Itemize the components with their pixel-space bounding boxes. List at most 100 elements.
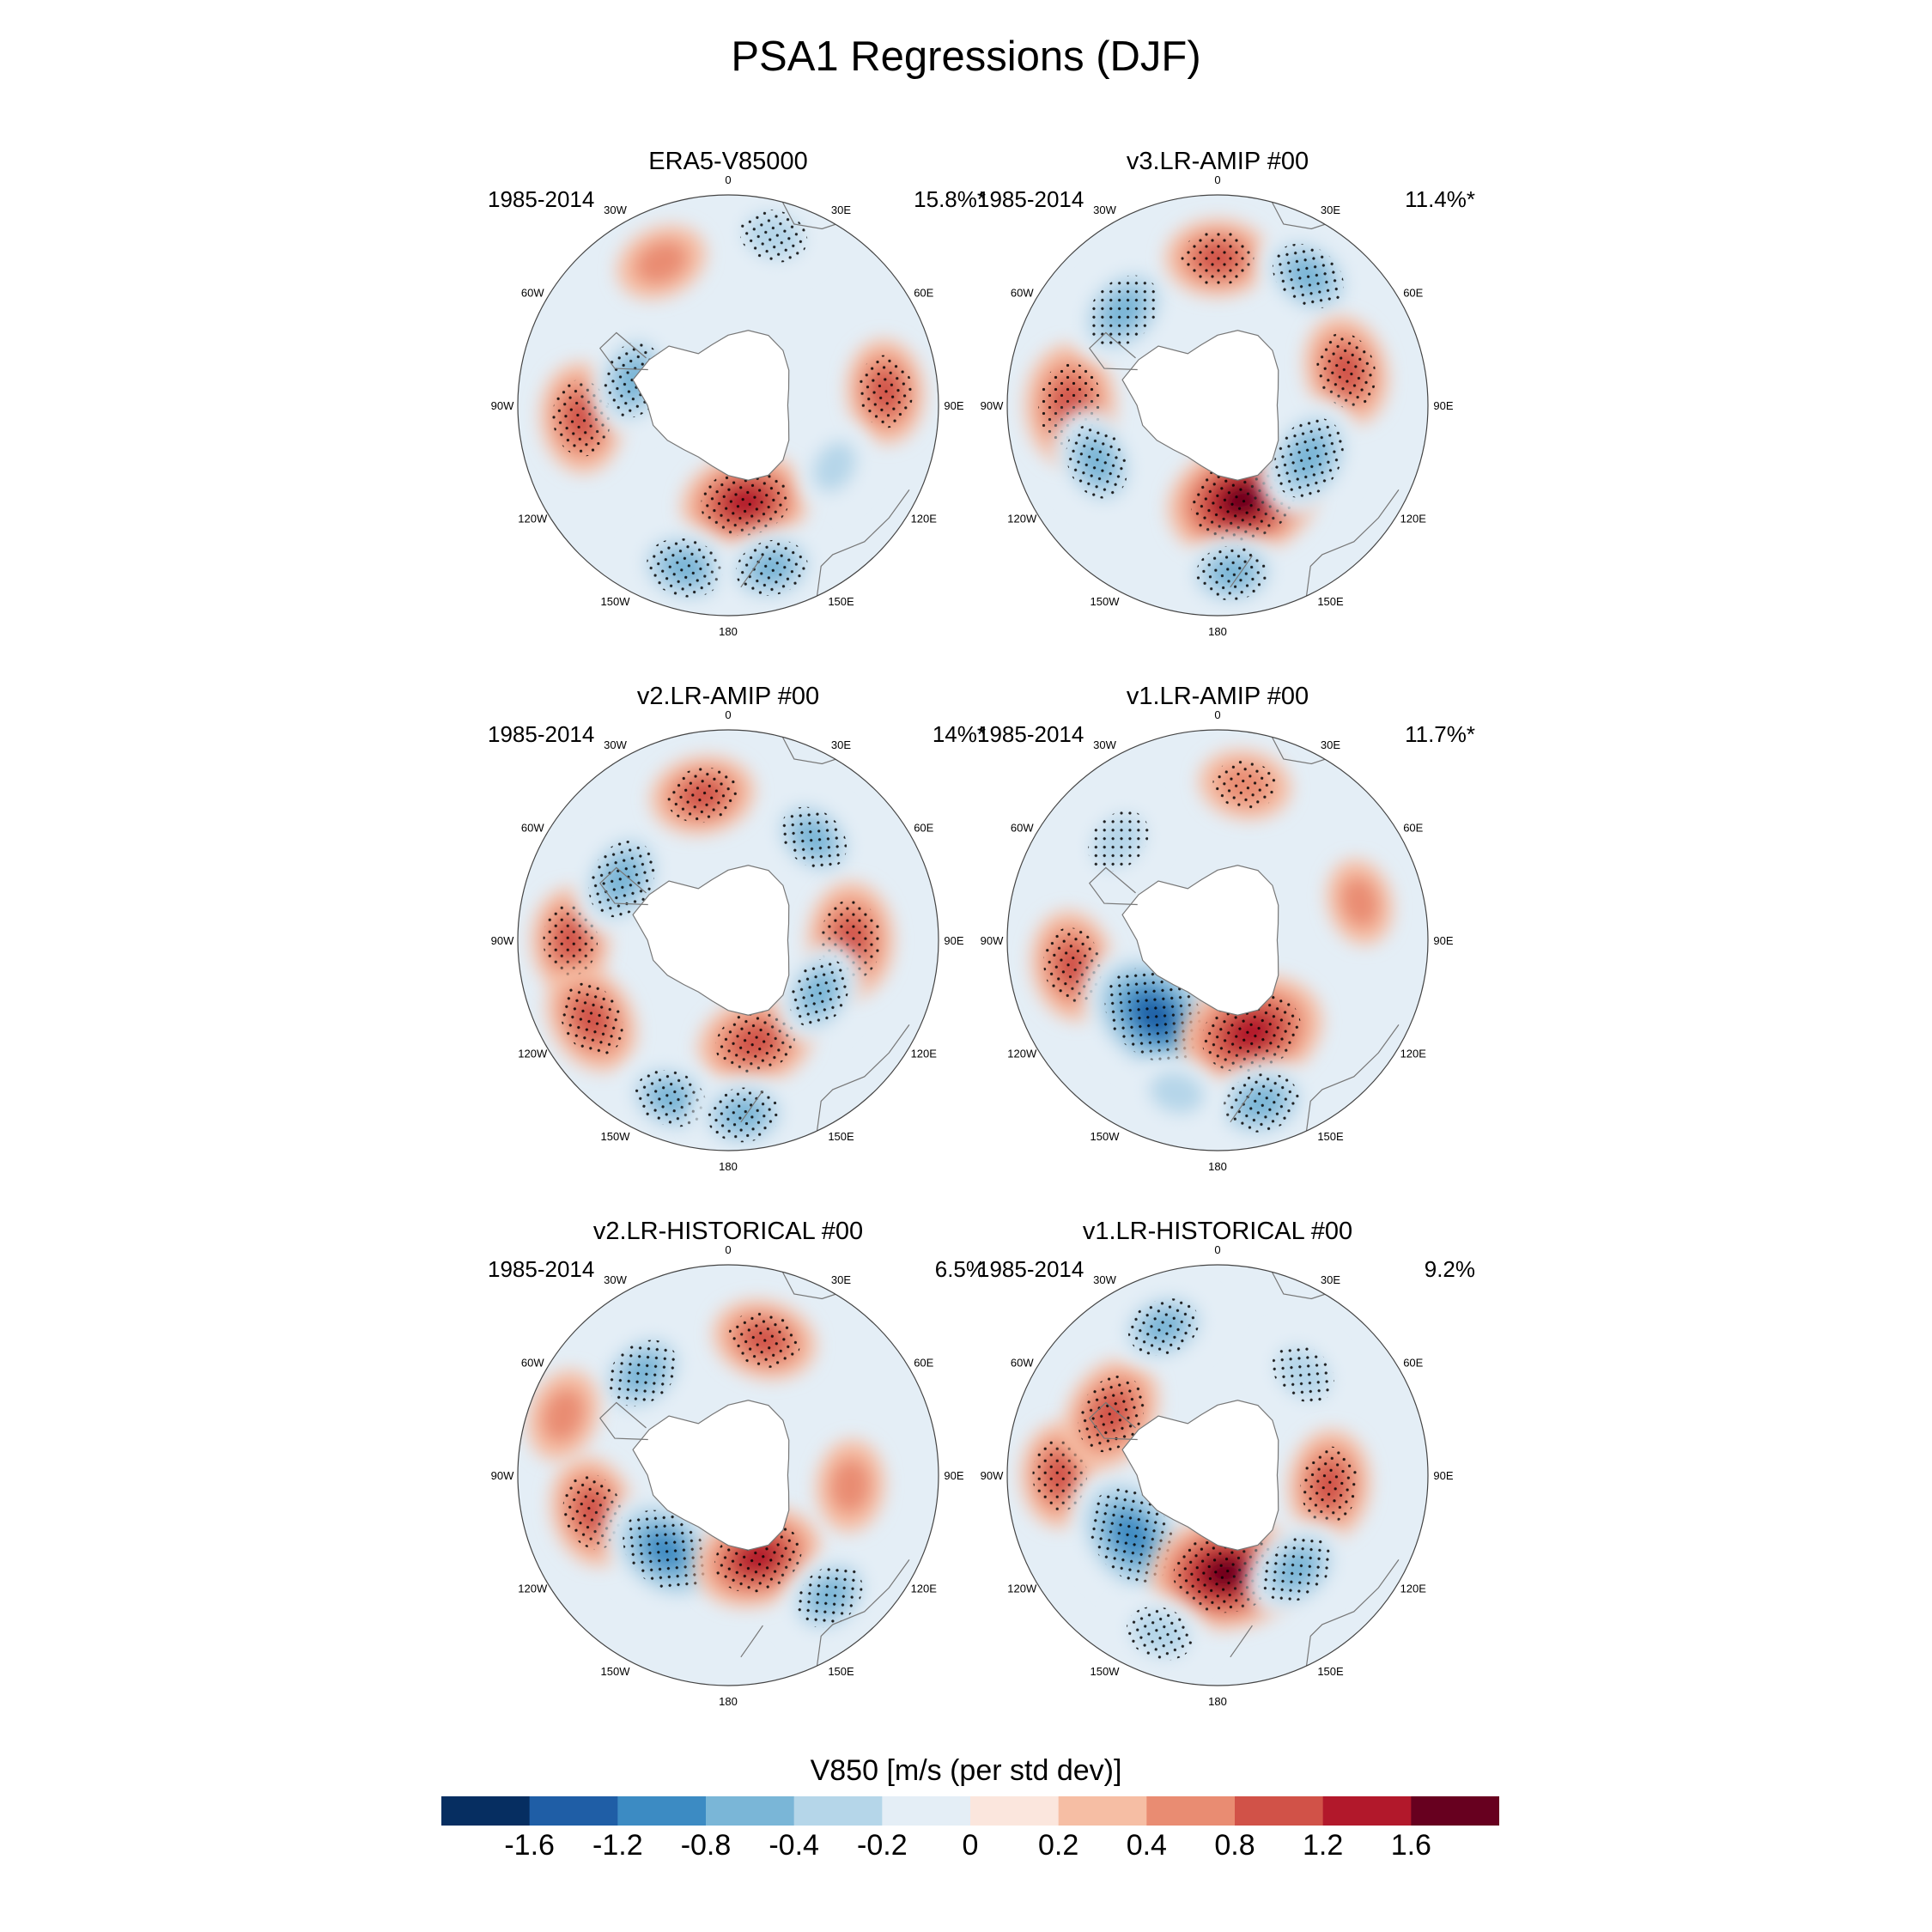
colorbar-tick-label: 0.4 [1126, 1829, 1167, 1862]
significance-stippling [1088, 811, 1149, 872]
panel-title: ERA5-V85000 [648, 148, 808, 175]
longitude-label: 0 [725, 708, 731, 721]
significance-stippling [1212, 760, 1278, 810]
longitude-label: 90E [1433, 934, 1453, 947]
longitude-label: 60E [1403, 287, 1423, 300]
longitude-label: 0 [1214, 1243, 1220, 1256]
australia-coastline [1305, 1024, 1400, 1132]
map-boundary [517, 194, 939, 617]
antarctica-landmass [632, 330, 790, 481]
significance-stippling [1261, 1535, 1332, 1603]
longitude-label: 90W [981, 399, 1004, 412]
longitude-label: 180 [719, 1695, 738, 1708]
significance-stippling [623, 1510, 708, 1591]
longitude-label: 90E [944, 399, 963, 412]
map-panel-v3-amip: v3.LR-AMIP #00 1985-2014 11.4%* 0 30E 60E 9… [951, 148, 1484, 638]
map-panel-v1-amip: v1.LR-AMIP #00 1985-2014 11.7%* 0 30E 60E 9… [951, 683, 1484, 1173]
longitude-label: 120E [1400, 1583, 1427, 1595]
longitude-label: 90W [981, 1469, 1004, 1482]
longitude-label: 0 [725, 1243, 731, 1256]
south-america-coastline [1088, 331, 1138, 371]
longitude-label: 120E [911, 1583, 938, 1595]
colorbar-swatch [882, 1796, 971, 1826]
longitude-label: 60W [1011, 822, 1034, 835]
longitude-label: 90W [491, 934, 514, 947]
new-zealand-coastline [1230, 1090, 1253, 1123]
longitude-label: 120W [1007, 1048, 1037, 1060]
map-boundary [1006, 1264, 1429, 1686]
significance-stippling [1127, 1606, 1194, 1661]
significance-stippling [789, 958, 849, 1028]
significance-stippling [781, 806, 848, 870]
anomaly-blob [617, 225, 707, 300]
polar-map: 0 30E 60E 90E 120E 150E 180 150W 120W 90W 60W 30W [491, 173, 964, 638]
significance-stippling [635, 1069, 707, 1127]
contour-level [812, 440, 857, 493]
longitude-label: 120W [518, 1583, 548, 1595]
significance-stippling [1087, 275, 1159, 347]
longitude-label: 30W [1093, 204, 1116, 216]
colorbar-swatch [1146, 1796, 1236, 1826]
longitude-label: 120W [518, 1048, 548, 1060]
significance-stippling [607, 1340, 677, 1406]
panel-title: v2.LR-HISTORICAL #00 [592, 1218, 864, 1245]
south-america-coastline [598, 866, 648, 906]
longitude-label: 150W [601, 595, 631, 608]
longitude-label: 30W [604, 1273, 627, 1286]
longitude-label: 30E [831, 1273, 851, 1286]
longitude-label: 180 [1208, 1160, 1227, 1173]
colorbar-tick-label: -0.8 [680, 1829, 732, 1862]
new-zealand-coastline [1230, 1625, 1253, 1658]
antarctica-landmass [1121, 865, 1279, 1016]
colorbar-swatch [1058, 1796, 1147, 1826]
anomaly-blob [816, 1439, 885, 1533]
antarctica-landmass [1121, 330, 1279, 481]
anomaly-blob [798, 424, 872, 509]
longitude-label: 150W [1091, 595, 1121, 608]
longitude-label: 150W [1091, 1665, 1121, 1678]
map-panel-era5: ERA5-V85000 1985-2014 15.8%* 0 30E 60E 90E 1… [462, 148, 994, 638]
longitude-label: 30W [1093, 738, 1116, 751]
longitude-label: 120E [1400, 513, 1427, 526]
australia-coastline [816, 1559, 910, 1667]
panel-period: 1985-2014 [977, 721, 1084, 747]
polar-map: 0 30E 60E 90E 120E 150E 180 150W 120W 90W 60W 30W [981, 708, 1454, 1173]
longitude-label: 30E [1321, 1273, 1340, 1286]
longitude-label: 60E [1403, 822, 1423, 835]
panel-period: 1985-2014 [977, 1256, 1084, 1282]
longitude-label: 150W [601, 1130, 631, 1143]
contour-level [829, 1458, 872, 1514]
panel-variance-explained: 14%* [932, 721, 986, 747]
contour-level [1149, 1071, 1205, 1115]
longitude-label: 30E [1321, 204, 1340, 216]
contour-level [542, 1388, 586, 1443]
antarctica-landmass [632, 1400, 790, 1551]
significance-stippling [1273, 417, 1344, 499]
polar-map: 0 30E 60E 90E 120E 150E 180 150W 120W 90W 60W 30W [491, 1243, 964, 1708]
longitude-label: 30E [831, 204, 851, 216]
antarctica-landmass [632, 865, 790, 1016]
longitude-label: 60E [914, 822, 933, 835]
australia-coastline [816, 489, 910, 597]
map-panel-v2-historical: v2.LR-HISTORICAL #00 1985-2014 6.5% 0 30E… [462, 1218, 994, 1708]
longitude-label: 150E [828, 595, 854, 608]
significance-stippling [560, 982, 623, 1056]
south-america-coastline [598, 331, 648, 371]
longitude-label: 90W [491, 1469, 514, 1482]
colorbar-tick-label: -1.6 [504, 1829, 555, 1862]
longitude-label: 60W [1011, 287, 1034, 300]
significance-stippling [588, 840, 655, 918]
colorbar-tick-label: 0.8 [1214, 1829, 1255, 1862]
longitude-label: 120W [518, 513, 548, 526]
longitude-label: 30W [604, 204, 627, 216]
south-america-coastline [1088, 1401, 1138, 1441]
significance-stippling [647, 538, 723, 598]
colorbar-tick-label: 0.2 [1038, 1829, 1079, 1862]
south-america-coastline [598, 1401, 648, 1441]
map-boundary [517, 729, 939, 1151]
map-boundary [1006, 729, 1429, 1151]
panel-title: v1.LR-AMIP #00 [1126, 683, 1309, 710]
longitude-label: 60W [1011, 1357, 1034, 1370]
longitude-label: 90E [1433, 399, 1453, 412]
significance-stippling [701, 468, 790, 537]
